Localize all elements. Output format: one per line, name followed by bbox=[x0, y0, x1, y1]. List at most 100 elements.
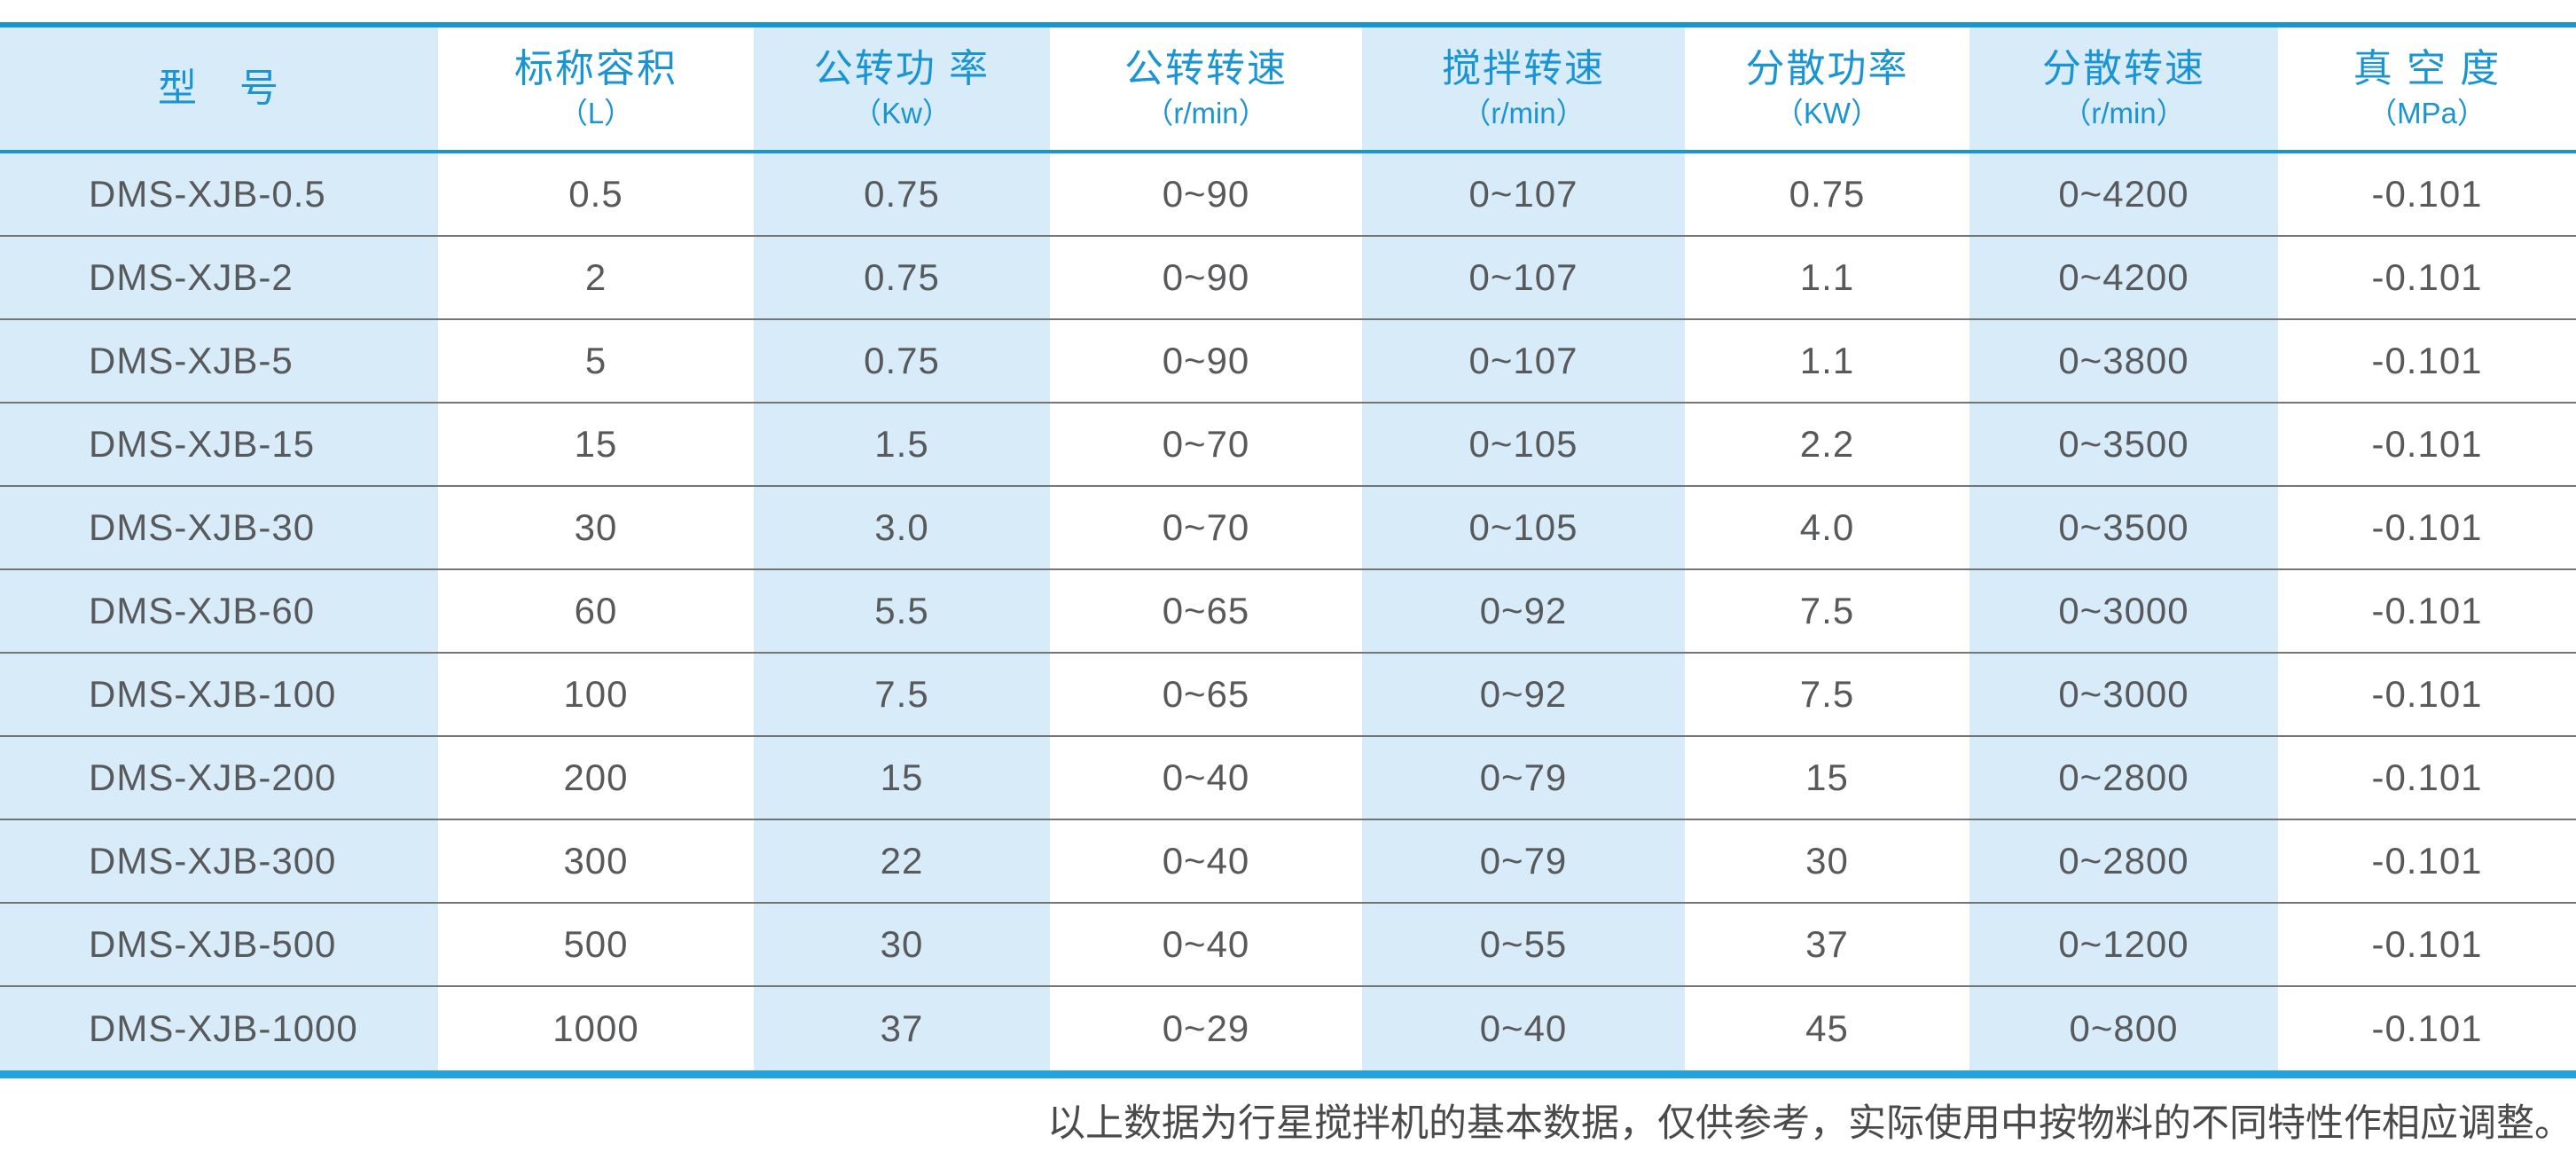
value-cell: 22 bbox=[754, 820, 1050, 902]
value-cell: 0.75 bbox=[754, 153, 1050, 235]
header-label: 分散转速 bbox=[2042, 47, 2205, 90]
value-cell: 3.0 bbox=[754, 487, 1050, 568]
value-cell: 0~40 bbox=[1162, 756, 1250, 798]
value-cell: 0~2800 bbox=[1969, 737, 2278, 819]
header-unit: （MPa） bbox=[2368, 97, 2486, 129]
model-cell: DMS-XJB-15 bbox=[0, 404, 438, 485]
value-cell: 0~3800 bbox=[1969, 320, 2278, 402]
value-cell: 0.75 bbox=[754, 320, 1050, 402]
value-cell: 0~3500 bbox=[1969, 404, 2278, 485]
table-header-separator bbox=[0, 150, 2576, 153]
value-cell: -0.101 bbox=[2371, 506, 2483, 548]
header-label: 型 号 bbox=[158, 67, 280, 110]
value-cell: 0~40 bbox=[1162, 923, 1250, 965]
value-cell: 45 bbox=[1805, 1007, 1849, 1049]
value-cell: 0~90 bbox=[1162, 340, 1250, 381]
value-cell: -0.101 bbox=[2371, 256, 2483, 298]
value-cell: 0~79 bbox=[1362, 737, 1685, 819]
value-cell: -0.101 bbox=[2371, 173, 2483, 215]
planetary-mixer-spec-table: 型 号 标称容积 （L） 公转功 率 （Kw） 公转转速 （r/min） 搅拌转速 （r/min… bbox=[0, 22, 2576, 1078]
value-cell: -0.101 bbox=[2371, 756, 2483, 798]
value-cell: 30 bbox=[754, 904, 1050, 985]
value-cell: 0~65 bbox=[1162, 673, 1250, 715]
model-cell: DMS-XJB-60 bbox=[0, 570, 438, 652]
header-unit: （L） bbox=[558, 97, 634, 129]
value-cell: 1.1 bbox=[1799, 340, 1855, 381]
value-cell: 0~70 bbox=[1162, 423, 1250, 465]
value-cell: -0.101 bbox=[2371, 1007, 2483, 1049]
value-cell: 7.5 bbox=[754, 654, 1050, 735]
header-unit: （r/min） bbox=[1144, 97, 1268, 129]
header-cell-col5: 分散功率 （KW） bbox=[1685, 27, 1969, 150]
value-cell: 15 bbox=[754, 737, 1050, 819]
value-cell: 0~3500 bbox=[1969, 487, 2278, 568]
model-cell: DMS-XJB-300 bbox=[0, 820, 438, 902]
value-cell: 0~92 bbox=[1362, 570, 1685, 652]
value-cell: 0~55 bbox=[1362, 904, 1685, 985]
value-cell: -0.101 bbox=[2371, 423, 2483, 465]
value-cell: 0~79 bbox=[1362, 820, 1685, 902]
value-cell: 37 bbox=[1805, 923, 1849, 965]
value-cell: 0~4200 bbox=[1969, 237, 2278, 318]
value-cell: 0~107 bbox=[1362, 153, 1685, 235]
value-cell: -0.101 bbox=[2371, 923, 2483, 965]
value-cell: 0~105 bbox=[1362, 404, 1685, 485]
model-cell: DMS-XJB-1000 bbox=[0, 987, 438, 1070]
value-cell: 0~105 bbox=[1362, 487, 1685, 568]
header-cell-col3: 公转转速 （r/min） bbox=[1050, 27, 1362, 150]
header-label: 标称容积 bbox=[514, 47, 677, 90]
value-cell: 0~2800 bbox=[1969, 820, 2278, 902]
value-cell: 0~40 bbox=[1162, 840, 1250, 882]
value-cell: 60 bbox=[574, 590, 618, 631]
value-cell: -0.101 bbox=[2371, 340, 2483, 381]
value-cell: 0~4200 bbox=[1969, 153, 2278, 235]
table-body: DMS-XJB-0.5 0.5 0.75 0~90 0~107 0.75 0~4200 -0.… bbox=[0, 153, 2576, 1070]
value-cell: 0.5 bbox=[568, 173, 623, 215]
model-cell: DMS-XJB-0.5 bbox=[0, 153, 438, 235]
value-cell: 2.2 bbox=[1799, 423, 1855, 465]
value-cell: 0~29 bbox=[1162, 1007, 1250, 1049]
header-cell-col0: 型 号 bbox=[0, 27, 438, 150]
value-cell: 0~70 bbox=[1162, 506, 1250, 548]
value-cell: 7.5 bbox=[1799, 673, 1855, 715]
value-cell: -0.101 bbox=[2371, 673, 2483, 715]
table-row: DMS-XJB-15 15 1.5 0~70 0~105 2.2 0~3500 -0.101 bbox=[0, 404, 2576, 487]
value-cell: 4.0 bbox=[1799, 506, 1855, 548]
model-cell: DMS-XJB-5 bbox=[0, 320, 438, 402]
value-cell: 0~107 bbox=[1362, 237, 1685, 318]
table-row: DMS-XJB-30 30 3.0 0~70 0~105 4.0 0~3500 -0.101 bbox=[0, 487, 2576, 570]
table-bottom-border bbox=[0, 1070, 2576, 1078]
value-cell: 0~107 bbox=[1362, 320, 1685, 402]
header-cell-col2: 公转功 率 （Kw） bbox=[754, 27, 1050, 150]
value-cell: 1000 bbox=[552, 1007, 639, 1049]
value-cell: 30 bbox=[1805, 840, 1849, 882]
table-row: DMS-XJB-500 500 30 0~40 0~55 37 0~1200 -0.101 bbox=[0, 904, 2576, 987]
table-row: DMS-XJB-100 100 7.5 0~65 0~92 7.5 0~3000 -0.101 bbox=[0, 654, 2576, 737]
value-cell: 0~3000 bbox=[1969, 654, 2278, 735]
table-top-border bbox=[0, 22, 2576, 27]
header-label: 公转转速 bbox=[1124, 47, 1288, 90]
header-unit: （r/min） bbox=[1461, 97, 1586, 129]
header-cell-col4: 搅拌转速 （r/min） bbox=[1362, 27, 1685, 150]
table-row: DMS-XJB-300 300 22 0~40 0~79 30 0~2800 -0.101 bbox=[0, 820, 2576, 904]
value-cell: 0.75 bbox=[1789, 173, 1866, 215]
value-cell: 0~92 bbox=[1362, 654, 1685, 735]
table-row: DMS-XJB-0.5 0.5 0.75 0~90 0~107 0.75 0~4200 -0.… bbox=[0, 153, 2576, 237]
value-cell: 30 bbox=[574, 506, 618, 548]
value-cell: -0.101 bbox=[2371, 840, 2483, 882]
footnote-text: 以上数据为行星搅拌机的基本数据，仅供参考，实际使用中按物料的不同特性作相应调整。 bbox=[1047, 1101, 2572, 1146]
table-row: DMS-XJB-5 5 0.75 0~90 0~107 1.1 0~3800 -0.101 bbox=[0, 320, 2576, 404]
value-cell: 100 bbox=[563, 673, 629, 715]
model-cell: DMS-XJB-100 bbox=[0, 654, 438, 735]
value-cell: 0~65 bbox=[1162, 590, 1250, 631]
header-cell-col7: 真 空 度 （MPa） bbox=[2278, 27, 2576, 150]
value-cell: 0.75 bbox=[754, 237, 1050, 318]
value-cell: 37 bbox=[754, 987, 1050, 1070]
table-header-row: 型 号 标称容积 （L） 公转功 率 （Kw） 公转转速 （r/min） 搅拌转速 （r/min… bbox=[0, 27, 2576, 150]
header-unit: （KW） bbox=[1773, 97, 1881, 129]
value-cell: 1.1 bbox=[1799, 256, 1855, 298]
value-cell: 5 bbox=[584, 340, 607, 381]
header-label: 分散功率 bbox=[1745, 47, 1909, 90]
value-cell: 1.5 bbox=[754, 404, 1050, 485]
